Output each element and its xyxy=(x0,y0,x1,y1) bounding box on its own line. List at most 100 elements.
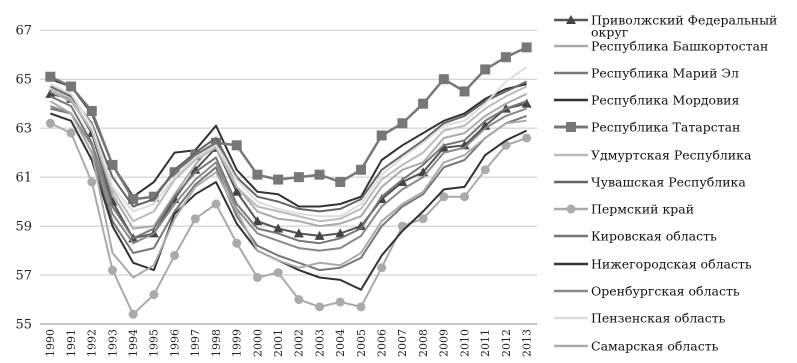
data-point xyxy=(438,142,449,152)
series-13 xyxy=(49,100,527,279)
data-point xyxy=(315,302,325,312)
data-point xyxy=(500,52,511,63)
legend-label: Удмуртская Республика xyxy=(591,148,752,163)
x-tick-label: 2005 xyxy=(355,329,368,357)
series-6 xyxy=(49,85,528,223)
series-line xyxy=(49,66,528,218)
x-tick-label: 1998 xyxy=(210,329,223,357)
data-point xyxy=(521,42,532,53)
data-point xyxy=(149,290,159,300)
x-tick-label: 1991 xyxy=(65,329,78,357)
y-tick-label: 59 xyxy=(15,220,32,235)
data-point xyxy=(107,159,118,170)
data-point xyxy=(314,230,325,240)
data-point xyxy=(335,297,345,307)
y-tick-label: 61 xyxy=(15,171,32,186)
x-tick-label: 1999 xyxy=(231,329,244,357)
data-point xyxy=(231,186,242,196)
data-point xyxy=(252,216,263,226)
legend-label: Республика Татарстан xyxy=(591,120,740,135)
data-point xyxy=(190,214,200,224)
data-point xyxy=(376,130,387,141)
legend-item: Удмуртская Республика xyxy=(554,148,752,163)
x-tick-label: 1997 xyxy=(189,329,202,357)
data-point xyxy=(45,71,56,82)
data-point xyxy=(460,192,470,202)
x-tick-label: 2003 xyxy=(313,329,326,357)
x-tick-label: 2000 xyxy=(251,329,264,357)
data-point xyxy=(439,192,449,202)
data-point xyxy=(211,199,221,209)
series-group xyxy=(45,42,532,319)
data-point xyxy=(45,88,56,98)
data-point xyxy=(66,81,77,92)
data-point xyxy=(566,122,576,132)
data-point xyxy=(231,140,242,151)
series-line xyxy=(49,85,528,223)
legend-label: Пензенская область xyxy=(591,311,726,326)
data-point xyxy=(566,15,576,24)
legend-label: Приволжский Федеральный округ xyxy=(591,13,777,40)
data-point xyxy=(355,221,366,231)
data-point xyxy=(169,167,180,178)
legend-item: Нижегородская область xyxy=(554,257,752,272)
legend-label: Самарская область xyxy=(591,339,719,354)
series-line xyxy=(49,95,527,245)
data-point xyxy=(355,164,366,175)
data-point xyxy=(128,309,138,319)
legend-item: Приволжский Федеральный округ xyxy=(554,13,777,40)
data-point xyxy=(459,86,470,97)
legend-label: Республика Мордовия xyxy=(591,93,739,108)
series-9 xyxy=(49,95,527,245)
data-point xyxy=(128,194,139,205)
x-tick-label: 2001 xyxy=(272,329,285,357)
data-point xyxy=(459,140,470,150)
y-tick-label: 57 xyxy=(15,269,32,284)
legend-item: Республика Мордовия xyxy=(554,93,739,108)
data-point xyxy=(294,295,304,305)
x-tick-label: 2007 xyxy=(396,329,409,357)
series-11 xyxy=(50,105,527,252)
series-2 xyxy=(49,90,528,230)
series-line xyxy=(49,80,528,213)
legend-item: Оренбургская область xyxy=(554,284,740,299)
y-tick-label: 65 xyxy=(15,73,32,88)
data-point xyxy=(293,228,304,238)
legend-label: Кировская область xyxy=(591,229,717,244)
data-point xyxy=(87,177,97,187)
gridlines xyxy=(40,29,537,325)
legend-item: Пензенская область xyxy=(554,311,726,326)
data-point xyxy=(356,302,366,312)
data-point xyxy=(397,177,408,187)
data-point xyxy=(45,118,55,128)
x-tick-label: 2004 xyxy=(334,329,347,357)
series-3 xyxy=(50,107,527,272)
legend-item: Республика Марий Эл xyxy=(554,66,739,81)
data-point xyxy=(148,191,159,202)
data-point xyxy=(397,118,408,129)
x-tick-label: 2012 xyxy=(500,329,513,357)
series-5 xyxy=(45,42,532,205)
x-tick-label: 1990 xyxy=(44,329,57,357)
legend-item: Чувашская Республика xyxy=(554,175,746,190)
x-tick-label: 2008 xyxy=(417,329,430,357)
legend-item: Самарская область xyxy=(554,339,719,354)
series-8 xyxy=(45,118,532,319)
x-tick-label: 2011 xyxy=(479,329,492,357)
data-point xyxy=(293,172,304,183)
legend-label: Республика Башкортостан xyxy=(591,39,768,54)
data-point xyxy=(566,204,576,214)
data-point xyxy=(335,228,346,238)
y-tick-label: 63 xyxy=(15,122,32,137)
x-tick-label: 1996 xyxy=(168,329,181,357)
legend-label: Чувашская Республика xyxy=(591,175,746,190)
data-point xyxy=(273,268,283,278)
legend-label: Нижегородская область xyxy=(591,257,752,272)
data-point xyxy=(418,98,429,109)
data-point xyxy=(107,265,117,275)
data-point xyxy=(232,238,242,248)
x-tick-label: 2006 xyxy=(376,329,389,357)
data-point xyxy=(273,223,284,233)
